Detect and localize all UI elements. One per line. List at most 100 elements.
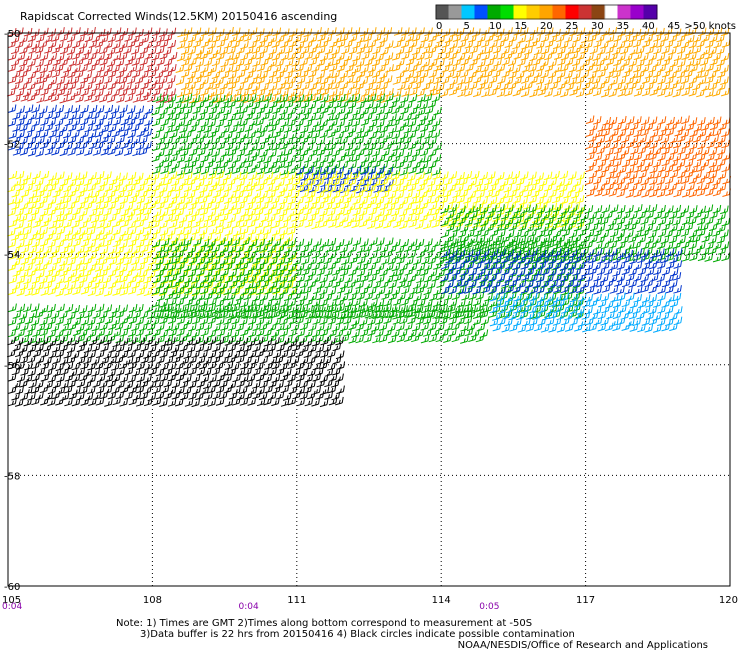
wind-barb	[563, 189, 572, 199]
wind-barb	[356, 69, 366, 78]
wind-barb	[704, 204, 714, 213]
wind-barb	[200, 94, 210, 103]
wind-barb	[31, 40, 40, 50]
wind-barb	[276, 189, 286, 198]
wind-barb	[520, 228, 529, 238]
wind-barb	[503, 184, 513, 193]
wind-barb	[352, 274, 362, 284]
wind-barb	[245, 255, 254, 265]
wind-barb	[420, 123, 429, 132]
wind-barb	[520, 88, 530, 98]
wind-barb	[24, 196, 34, 205]
wind-barb	[255, 182, 265, 192]
wind-barb	[227, 81, 237, 90]
wind-barb	[705, 39, 714, 48]
wind-barb	[112, 328, 122, 338]
wind-barb	[195, 70, 205, 79]
wind-barb	[649, 87, 659, 96]
wind-barb	[220, 355, 229, 365]
wind-barb	[256, 39, 266, 49]
wind-barb	[239, 219, 248, 228]
wind-barb	[56, 263, 66, 273]
wind-barb	[300, 45, 310, 55]
wind-barb	[419, 213, 429, 222]
wind-barb	[512, 40, 521, 50]
wind-barb	[223, 237, 233, 247]
wind-barb	[43, 257, 53, 266]
wind-barb	[594, 163, 603, 173]
wind-barb	[32, 64, 42, 74]
wind-barb	[396, 123, 405, 133]
wind-barb	[649, 188, 658, 198]
wind-barb	[677, 45, 686, 55]
wind-barb	[80, 317, 90, 326]
wind-barb	[311, 63, 320, 73]
wind-barb	[251, 149, 261, 158]
wind-barb	[187, 99, 196, 109]
wind-barb	[460, 57, 470, 66]
wind-barb	[195, 160, 205, 169]
wind-barb	[488, 196, 498, 206]
wind-barb	[303, 154, 313, 163]
wind-barb	[152, 274, 162, 284]
wind-barb	[126, 105, 136, 114]
wind-barb	[485, 57, 495, 67]
wind-barb	[84, 147, 93, 156]
wind-barb	[609, 285, 619, 294]
wind-barb	[256, 63, 266, 72]
wind-barb	[336, 39, 346, 48]
wind-barb	[721, 139, 730, 149]
wind-barb	[225, 52, 234, 61]
wind-barb	[279, 154, 289, 163]
wind-barb	[356, 45, 366, 54]
wind-barb	[103, 238, 112, 247]
wind-barb	[160, 171, 170, 180]
wind-barb	[617, 115, 627, 125]
wind-barb	[565, 82, 575, 91]
wind-barb	[648, 204, 658, 213]
wind-barb	[106, 94, 116, 103]
wind-barb	[20, 256, 30, 265]
wind-barb	[461, 45, 471, 55]
wind-barb	[427, 189, 437, 198]
wind-barb	[411, 213, 420, 222]
wind-barb	[24, 40, 33, 49]
wind-barb	[216, 106, 226, 115]
wind-barb	[405, 256, 414, 266]
wind-barb	[657, 88, 666, 97]
wind-barb	[593, 152, 603, 162]
wind-barb	[692, 134, 702, 143]
wind-barb	[236, 279, 246, 288]
wind-barb	[708, 147, 718, 156]
wind-barb	[103, 287, 113, 297]
wind-barb	[8, 218, 18, 228]
wind-barb	[633, 188, 642, 198]
wind-barb	[60, 281, 70, 291]
wind-barb	[513, 51, 523, 60]
wind-barb	[7, 142, 17, 151]
wind-barb	[616, 176, 626, 186]
wind-barb	[280, 170, 290, 180]
wind-barb	[279, 184, 288, 193]
wind-barb	[191, 118, 200, 128]
wind-barb	[485, 210, 495, 219]
wind-barb	[183, 93, 193, 102]
wind-barb	[199, 106, 209, 115]
wind-barb	[508, 70, 517, 79]
wind-barb	[138, 146, 148, 156]
wind-barb	[720, 241, 730, 250]
wind-barb	[78, 171, 88, 180]
wind-barb	[16, 52, 26, 61]
wind-barb	[24, 238, 33, 247]
wind-barb	[15, 170, 25, 180]
wind-barb	[633, 285, 643, 295]
wind-barb	[352, 74, 361, 84]
wind-barb	[127, 183, 136, 192]
wind-barb	[424, 51, 433, 60]
wind-barb	[218, 177, 228, 186]
wind-barb	[98, 281, 108, 290]
wind-barb	[168, 273, 178, 282]
wind-barb	[142, 88, 152, 98]
wind-barb	[64, 287, 73, 296]
wind-barb	[428, 213, 438, 222]
